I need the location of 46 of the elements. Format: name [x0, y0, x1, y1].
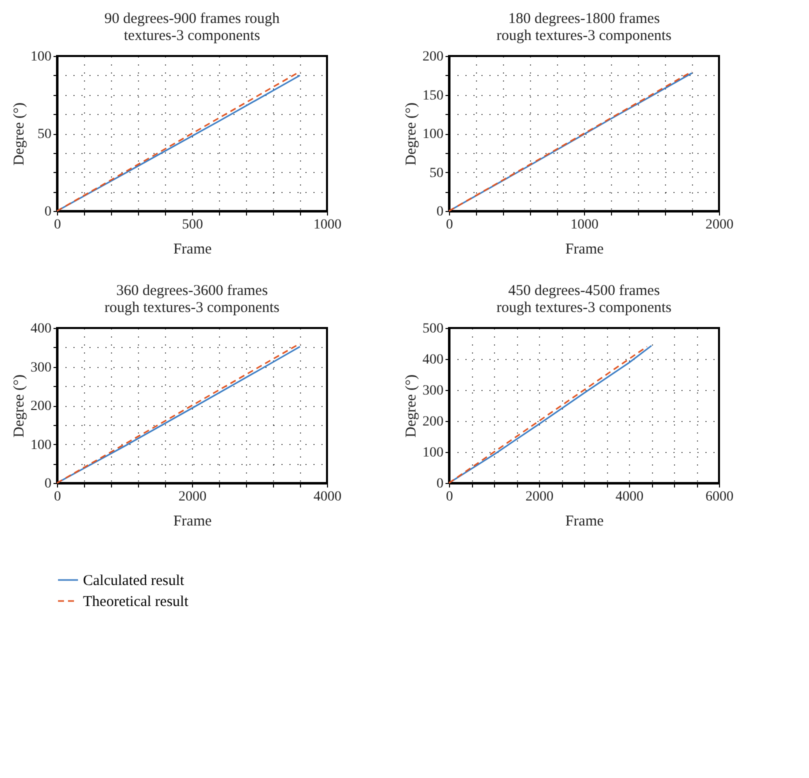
x-axis-title: Frame	[565, 242, 604, 258]
y-tick-label: 50	[430, 166, 444, 181]
y-axis-title: Degree (°)	[12, 102, 28, 166]
y-tick-label: 100	[30, 50, 52, 64]
y-tick-label: 0	[44, 476, 52, 492]
y-axis-title: Degree (°)	[404, 374, 420, 438]
x-tick-label: 2000	[526, 490, 554, 504]
y-tick-label: 0	[44, 204, 52, 220]
y-tick-label: 200	[30, 399, 52, 414]
x-tick-label: 500	[182, 218, 203, 232]
x-tick-label: 0	[446, 218, 453, 232]
x-tick-label: 0	[54, 218, 61, 232]
x-axis-title: Frame	[565, 514, 604, 530]
y-axis-title: Degree (°)	[404, 102, 420, 166]
y-tick-label: 400	[422, 352, 444, 368]
x-axis-title: Frame	[173, 242, 212, 258]
y-axis-title: Degree (°)	[12, 374, 28, 438]
x-tick-label: 2000	[178, 490, 206, 504]
y-tick-label: 300	[30, 360, 52, 376]
x-axis-title: Frame	[173, 514, 212, 530]
x-tick-label: 1000	[570, 218, 598, 232]
y-tick-label: 100	[422, 446, 444, 460]
y-tick-label: 400	[30, 322, 52, 336]
y-tick-label: 0	[436, 476, 444, 492]
y-tick-label: 100	[30, 438, 52, 453]
legend-label: Theoretical result	[83, 594, 190, 610]
y-tick-label: 300	[422, 384, 444, 398]
y-tick-label: 200	[422, 50, 444, 64]
chart-title: 450 degrees-4500 frames rough textures-3 components	[496, 283, 672, 316]
chart-title: 180 degrees-1800 frames rough textures-3 components	[496, 11, 672, 44]
y-tick-label: 0	[436, 204, 444, 220]
chart-title: 90 degrees-900 frames rough textures-3 components	[104, 11, 280, 44]
x-tick-label: 2000	[706, 218, 734, 232]
x-tick-label: 0	[54, 490, 61, 504]
x-tick-label: 1000	[314, 218, 342, 232]
y-tick-label: 100	[422, 127, 444, 142]
x-tick-label: 4000	[616, 490, 644, 504]
chart-title: 360 degrees-3600 frames rough textures-3 components	[104, 283, 280, 316]
y-tick-label: 50	[38, 127, 52, 142]
y-tick-label: 500	[422, 322, 444, 336]
legend-label: Calculated result	[83, 573, 186, 589]
x-tick-label: 6000	[706, 490, 734, 504]
y-tick-label: 200	[422, 414, 444, 430]
y-tick-label: 150	[422, 88, 444, 104]
x-tick-label: 0	[446, 490, 453, 504]
x-tick-label: 4000	[314, 490, 342, 504]
